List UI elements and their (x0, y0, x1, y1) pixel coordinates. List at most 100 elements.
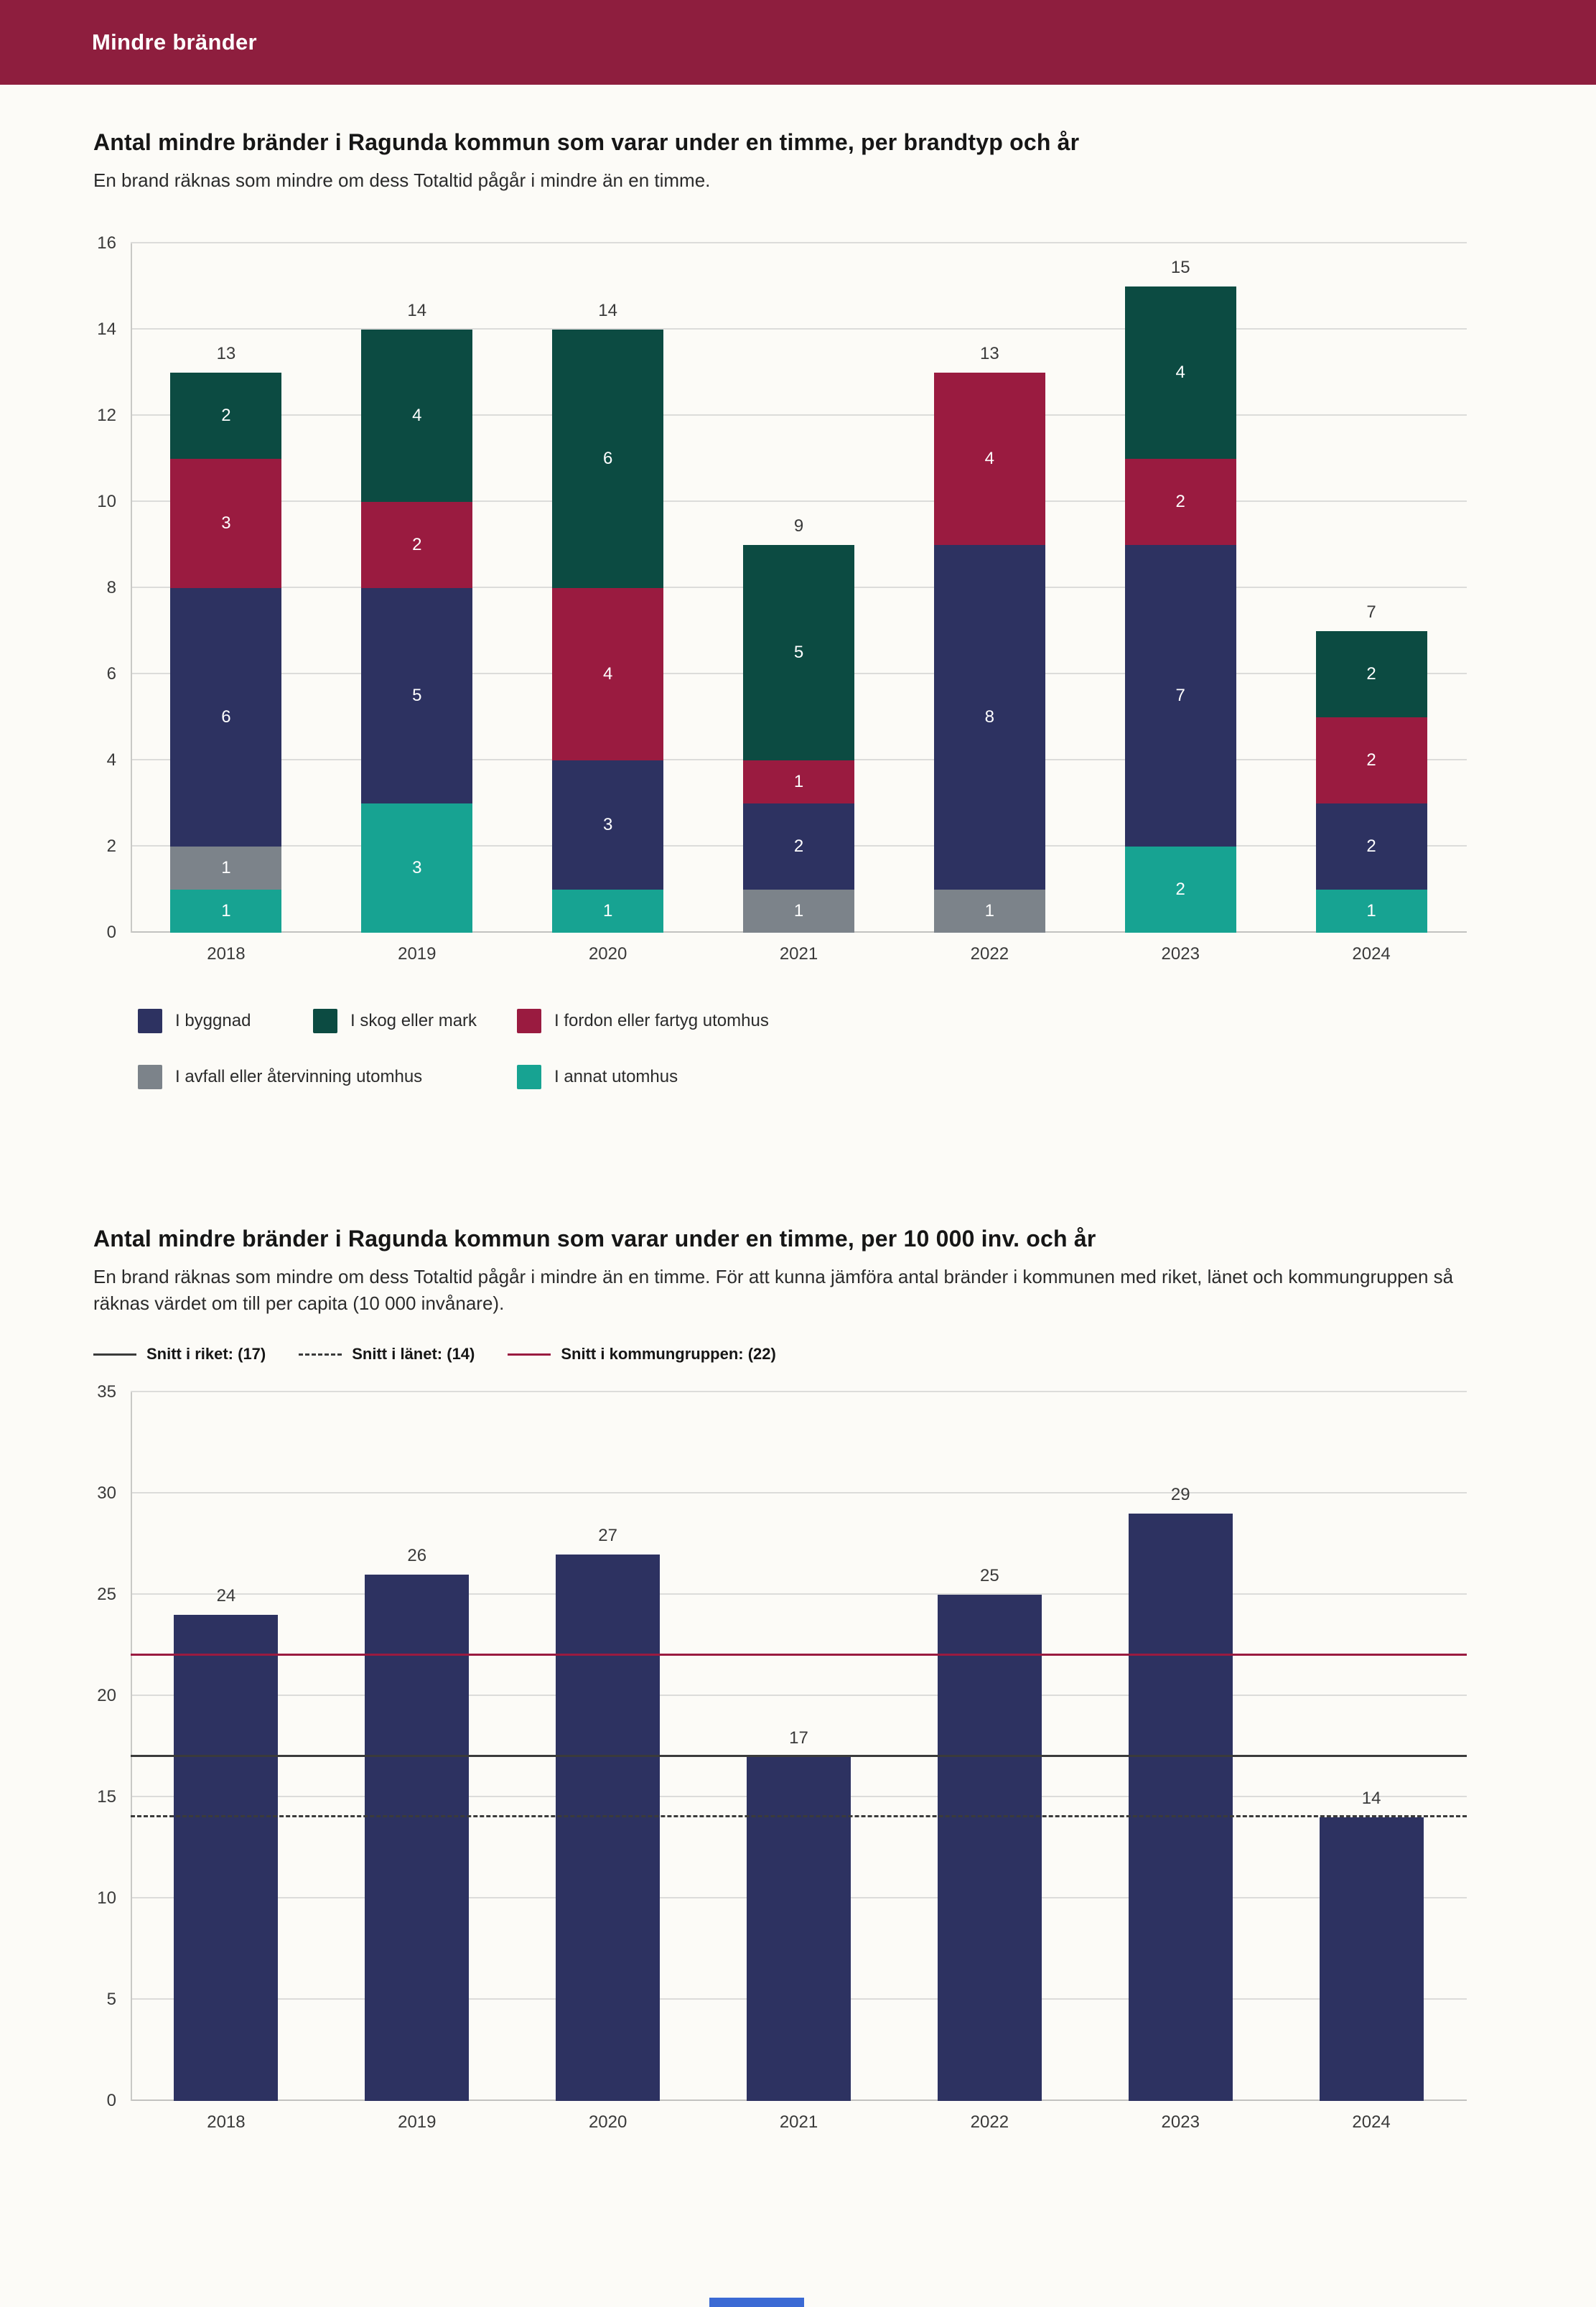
bar-segment: 4 (361, 330, 473, 503)
bar-segment: 2 (743, 803, 854, 890)
chart2-x-axis: 2018 2019 2020 2021 2022 2023 2024 (131, 2112, 1467, 2133)
bar-segment: 2 (1315, 631, 1427, 718)
x-tick-label-2023: 2023 (1161, 944, 1200, 964)
legend-label: I fordon eller fartyg utomhus (554, 1011, 769, 1031)
y-tick-label-25: 25 (97, 1585, 116, 1605)
reference-line (131, 1653, 1467, 1656)
bar-value-label: 25 (980, 1566, 999, 1586)
bar-2023: 29 (1128, 1485, 1233, 2102)
gridline-20 (131, 1695, 1467, 1697)
bar-2024: 14 (1319, 1789, 1424, 2102)
x-tick-label-2018: 2018 (207, 944, 246, 964)
bar-segment: 5 (743, 545, 854, 761)
legend-label: I avfall eller återvinning utomhus (175, 1067, 423, 1087)
y-tick-label-14: 14 (97, 320, 116, 340)
bar-value-label: 26 (407, 1545, 427, 1565)
bar-fill (1128, 1514, 1233, 2102)
reference-line-sample (508, 1353, 551, 1356)
y-axis-line (131, 243, 132, 933)
bar-segment: 2 (361, 502, 473, 589)
stacked-bar-chart: 0 2 4 6 8 10 12 14 16 1 1 6 3 2 13 3 5 2 4 14 1 3 4 6 14 1 2 1 5 9 1 8 4… (97, 235, 1467, 941)
bar-segment: 1 (743, 760, 854, 804)
bar-2021: 17 (747, 1728, 851, 2102)
x-tick-label-2020: 2020 (588, 944, 627, 964)
bar-segment: 2 (1315, 717, 1427, 804)
bar-column-2022: 25 (894, 1392, 1085, 2102)
legend-swatch (517, 1009, 541, 1034)
legend-label: I annat utomhus (554, 1067, 678, 1087)
legend-swatch (517, 1065, 541, 1090)
bar-segment: 5 (361, 588, 473, 804)
y-tick-label-10: 10 (97, 492, 116, 512)
bar-column-2019: 26 (322, 1392, 513, 2102)
bar-segment: 4 (552, 588, 664, 761)
chart1-legend: I byggnad I skog eller mark I fordon eller… (138, 1009, 1503, 1090)
chart2-subtitle: En brand räknas som mindre om dess Total… (93, 1266, 1454, 1314)
bar-value-label: 27 (598, 1525, 617, 1545)
legend-item: I fordon eller fartyg utomhus (517, 1009, 1503, 1034)
bar-total-label: 14 (598, 301, 617, 321)
gridline-14 (131, 328, 1467, 330)
bar-segment: 4 (1124, 286, 1236, 460)
bar-segment: 2 (1315, 803, 1427, 890)
y-tick-label-12: 12 (97, 406, 116, 426)
bar-total-label: 13 (216, 344, 236, 364)
bar-column-2021: 17 (704, 1392, 895, 2102)
bar-fill (365, 1574, 470, 2102)
y-tick-label-0: 0 (106, 923, 116, 943)
reference-line-sample (93, 1353, 136, 1356)
bar-segment: 3 (552, 760, 664, 890)
ref-legend-item: Snitt i riket: (17) (93, 1345, 266, 1364)
bar-column-2023: 29 (1085, 1392, 1276, 2102)
gridline-25 (131, 1593, 1467, 1595)
bar-total-label: 14 (407, 301, 427, 321)
stacked-bar-2023: 2 7 2 4 15 (1124, 258, 1236, 933)
chart2-title: Antal mindre bränder i Ragunda kommun so… (93, 1226, 1096, 1252)
y-tick-label-4: 4 (106, 750, 116, 770)
y-tick-label-8: 8 (106, 578, 116, 598)
bar-value-label: 29 (1170, 1485, 1190, 1505)
y-tick-label-16: 16 (97, 233, 116, 253)
bar-segment: 6 (552, 330, 664, 589)
chart1-subtitle: En brand räknas som mindre om dess Total… (93, 169, 711, 191)
x-tick-label-2019: 2019 (398, 2112, 437, 2133)
legend-swatch (138, 1065, 162, 1090)
bar-column-2024: 14 (1276, 1392, 1467, 2102)
bar-segment: 1 (170, 847, 282, 890)
legend-swatch (313, 1009, 337, 1034)
stacked-bar-2020: 1 3 4 6 14 (552, 301, 664, 933)
y-tick-label-20: 20 (97, 1686, 116, 1706)
bar-total-label: 13 (980, 344, 999, 364)
bottom-partial-element[interactable] (709, 2298, 804, 2307)
legend-item: I skog eller mark (313, 1009, 517, 1034)
bar-column-2018: 24 (131, 1392, 322, 2102)
chart2-legend: Snitt i riket: (17) Snitt i länet: (14) Sn… (93, 1345, 1503, 1364)
bar-fill (1319, 1817, 1424, 2102)
gridline-35 (131, 1391, 1467, 1393)
y-tick-label-10: 10 (97, 1888, 116, 1908)
bar-segment: 2 (170, 373, 282, 460)
x-tick-label-2024: 2024 (1352, 2112, 1391, 2133)
chart2-bars-layer: 24 26 27 17 25 29 14 (131, 1392, 1467, 2102)
ref-legend-label: Snitt i kommungruppen: (22) (561, 1345, 776, 1364)
bar-fill (937, 1595, 1042, 2102)
stacked-bar-2019: 3 5 2 4 14 (361, 301, 473, 933)
y-tick-label-15: 15 (97, 1787, 116, 1807)
bar-segment: 6 (170, 588, 282, 847)
bar-total-label: 9 (793, 516, 804, 536)
x-tick-label-2021: 2021 (779, 944, 818, 964)
bar-segment: 2 (1124, 847, 1236, 933)
bar-segment: 1 (933, 890, 1045, 933)
x-tick-label-2022: 2022 (970, 2112, 1009, 2133)
bar-column-2022: 1 8 4 13 (894, 243, 1085, 933)
page-header: Mindre bränder (0, 0, 1596, 85)
bar-2020: 27 (556, 1526, 661, 2102)
x-tick-label-2020: 2020 (588, 2112, 627, 2133)
bar-segment: 1 (743, 890, 854, 933)
x-tick-label-2021: 2021 (779, 2112, 818, 2133)
fires-per-capita-section: Antal mindre bränder i Ragunda kommun so… (93, 1226, 1503, 2133)
stacked-bar-2022: 1 8 4 13 (933, 344, 1045, 933)
